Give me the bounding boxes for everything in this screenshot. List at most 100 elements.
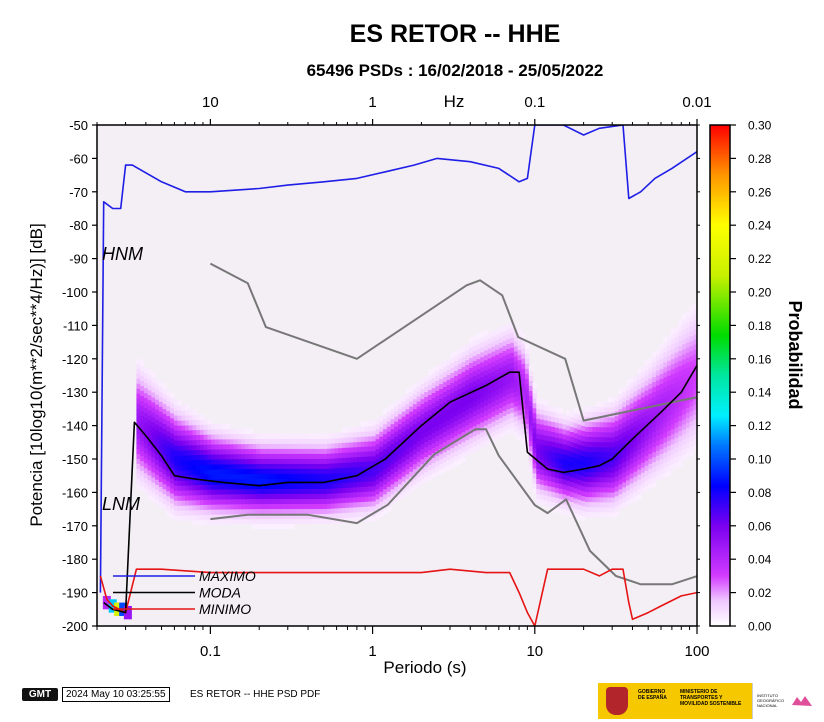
density-cell [416, 416, 422, 422]
density-cell [147, 454, 152, 461]
density-cell [614, 440, 620, 447]
density-cell [596, 431, 601, 438]
density-cell [510, 387, 515, 393]
density-cell [293, 438, 298, 444]
density-cell [584, 471, 590, 477]
density-cell [577, 469, 582, 475]
density-cell [685, 417, 691, 423]
density-cell [412, 443, 418, 450]
density-cell [446, 459, 451, 466]
legend-label-moda: MODA [199, 585, 241, 601]
density-cell [390, 438, 395, 445]
density-cell [203, 489, 209, 495]
density-cell [278, 463, 283, 469]
density-cell [192, 449, 197, 456]
density-cell [663, 436, 668, 443]
density-cell [525, 433, 530, 439]
density-cell [622, 386, 627, 393]
density-cell [659, 363, 664, 369]
density-cell [521, 343, 526, 349]
density-cell [401, 411, 407, 417]
density-cell [435, 395, 440, 402]
density-cell [319, 443, 324, 449]
density-cell [513, 421, 519, 427]
density-cell [543, 444, 549, 451]
density-cell [506, 388, 511, 395]
density-cell [581, 460, 586, 467]
density-cell [140, 465, 145, 472]
density-cell [517, 419, 522, 426]
density-cell [663, 376, 668, 383]
density-cell [540, 403, 545, 410]
density-cell [364, 476, 369, 482]
density-cell [274, 508, 280, 515]
density-cell [682, 328, 687, 335]
density-cell [562, 493, 567, 500]
density-cell [147, 369, 152, 376]
density-cell [674, 457, 679, 463]
density-cell [241, 433, 246, 440]
density-cell [607, 491, 612, 498]
density-cell [655, 470, 661, 476]
density-cell [689, 355, 694, 362]
density-cell [446, 454, 451, 461]
density-cell [424, 381, 429, 387]
density-cell [360, 461, 365, 467]
density-cell [192, 434, 197, 441]
density-cell [506, 328, 511, 335]
density-cell [491, 406, 496, 412]
density-cell [356, 441, 362, 448]
density-cell [569, 501, 575, 508]
density-cell [218, 498, 223, 505]
density-cell [513, 365, 519, 372]
density-cell [263, 493, 268, 500]
density-cell [439, 363, 444, 369]
density-cell [364, 431, 369, 437]
density-cell [532, 457, 537, 464]
density-cell [659, 458, 664, 465]
density-cell [330, 488, 336, 494]
density-cell [188, 449, 194, 456]
density-cell [256, 498, 261, 505]
density-cell [678, 435, 683, 442]
density-cell [308, 508, 313, 515]
density-cell [214, 423, 220, 430]
density-cell [304, 513, 309, 520]
density-cell [667, 470, 672, 476]
density-cell [386, 476, 392, 482]
density-cell [252, 498, 257, 505]
density-cell [360, 421, 365, 427]
density-cell [424, 421, 429, 428]
density-cell [185, 409, 190, 416]
density-cell [218, 488, 223, 495]
density-cell [427, 439, 433, 446]
density-cell [483, 349, 489, 356]
density-cell [170, 407, 175, 414]
density-cell [487, 352, 493, 359]
density-cell [446, 439, 451, 446]
density-cell [569, 451, 575, 457]
density-cell [637, 393, 642, 400]
density-cell [140, 420, 145, 427]
density-cell [360, 486, 365, 492]
density-cell [293, 433, 298, 439]
density-cell [199, 489, 205, 496]
density-cell [188, 484, 194, 491]
density-cell [199, 424, 205, 430]
density-cell [263, 478, 268, 484]
density-cell [483, 404, 489, 411]
density-cell [416, 476, 422, 482]
density-cell [693, 414, 697, 420]
density-cell [188, 414, 194, 421]
density-cell [622, 436, 627, 443]
density-cell [203, 424, 209, 430]
density-cell [379, 491, 384, 497]
density-cell [487, 438, 493, 444]
density-cell [319, 483, 324, 489]
density-cell [158, 401, 164, 407]
density-cell [401, 451, 407, 457]
density-cell [140, 455, 145, 462]
density-cell [543, 489, 549, 496]
density-cell [596, 511, 601, 518]
density-cell [480, 421, 485, 428]
